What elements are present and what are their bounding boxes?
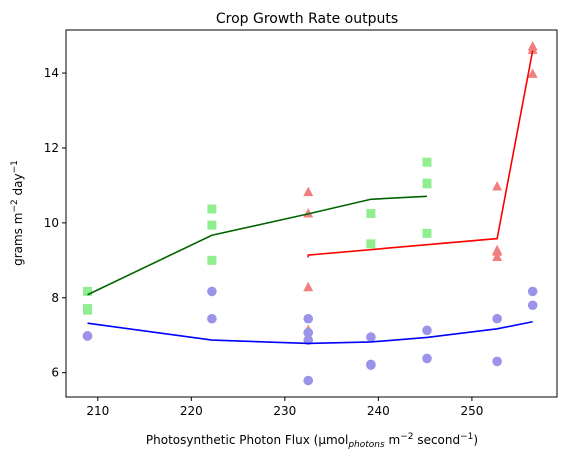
data-point-circle bbox=[366, 332, 376, 342]
x-label-subscript: photons bbox=[347, 440, 385, 450]
data-point-square bbox=[366, 239, 375, 248]
y-tick-label: 8 bbox=[51, 291, 59, 305]
chart-title: Crop Growth Rate outputs bbox=[216, 11, 398, 27]
data-point-square bbox=[423, 229, 432, 238]
y-label-main: grams m bbox=[11, 213, 25, 266]
data-point-square bbox=[83, 304, 92, 313]
y-label-sup1: −2 bbox=[10, 199, 20, 212]
x-tick-label: 210 bbox=[86, 404, 109, 418]
y-tick-label: 14 bbox=[44, 66, 59, 80]
data-point-circle bbox=[422, 354, 432, 364]
data-point-circle bbox=[83, 331, 93, 341]
x-label-tail: second bbox=[414, 433, 461, 447]
x-tick-label: 230 bbox=[273, 404, 296, 418]
y-tick-label: 6 bbox=[51, 366, 59, 380]
x-label-close: ) bbox=[473, 433, 478, 447]
data-point-circle bbox=[492, 357, 502, 367]
data-point-square bbox=[207, 205, 216, 214]
data-point-square bbox=[423, 158, 432, 167]
data-point-circle bbox=[303, 314, 313, 324]
data-point-square bbox=[207, 256, 216, 265]
y-axis-label: grams m−2 day−1 bbox=[10, 160, 25, 266]
data-point-circle bbox=[207, 287, 217, 297]
data-point-circle bbox=[528, 300, 538, 310]
data-point-circle bbox=[492, 314, 502, 324]
data-point-square bbox=[423, 179, 432, 188]
x-tick-label: 220 bbox=[180, 404, 203, 418]
data-point-circle bbox=[422, 326, 432, 336]
y-label-sup2: −1 bbox=[10, 160, 20, 173]
data-point-square bbox=[207, 221, 216, 230]
x-tick-label: 240 bbox=[367, 404, 390, 418]
data-point-circle bbox=[528, 287, 538, 297]
data-point-circle bbox=[207, 314, 217, 324]
y-tick-label: 12 bbox=[44, 141, 59, 155]
x-label-main: Photosynthetic Photon Flux (µmol bbox=[146, 433, 348, 447]
y-tick-label: 10 bbox=[44, 216, 59, 230]
x-label-mid: m bbox=[385, 433, 401, 447]
x-label-sup1: −2 bbox=[400, 432, 413, 442]
y-label-mid: day bbox=[11, 173, 25, 199]
data-point-square bbox=[366, 209, 375, 218]
data-point-circle bbox=[366, 360, 376, 370]
x-tick-label: 250 bbox=[460, 404, 483, 418]
x-label-sup2: −1 bbox=[460, 432, 473, 442]
data-point-circle bbox=[303, 376, 313, 386]
